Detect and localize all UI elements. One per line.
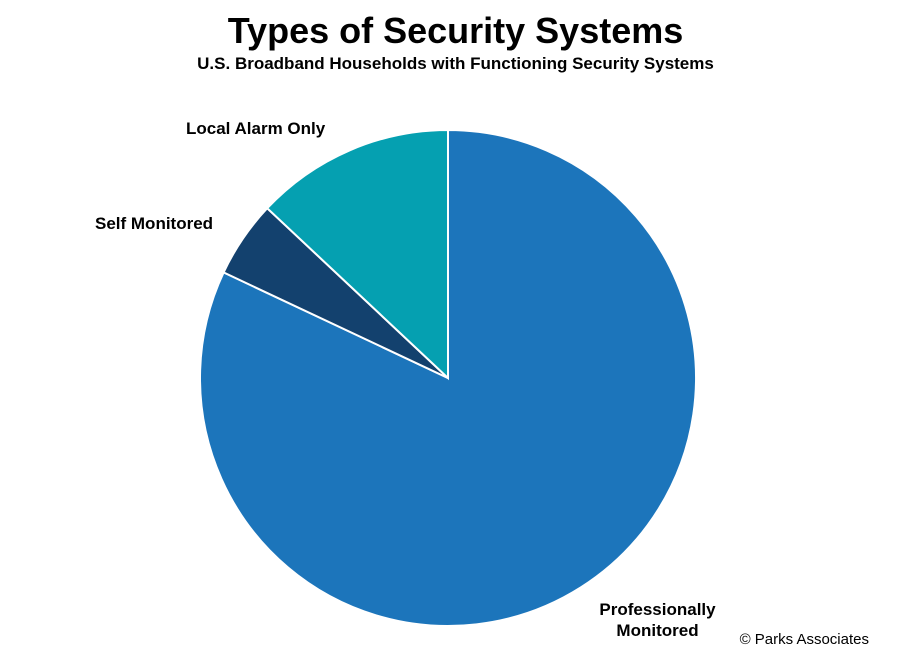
slice-label: Professionally Monitored — [599, 600, 716, 640]
chart-subtitle: U.S. Broadband Households with Functioni… — [197, 54, 714, 73]
slice-label: Local Alarm Only — [186, 119, 326, 138]
slice-label: Self Monitored — [95, 214, 214, 233]
pie-slice — [265, 128, 449, 381]
chart-title: Types of Security Systems — [227, 10, 684, 51]
source-note: © Parks Associates — [739, 631, 869, 648]
